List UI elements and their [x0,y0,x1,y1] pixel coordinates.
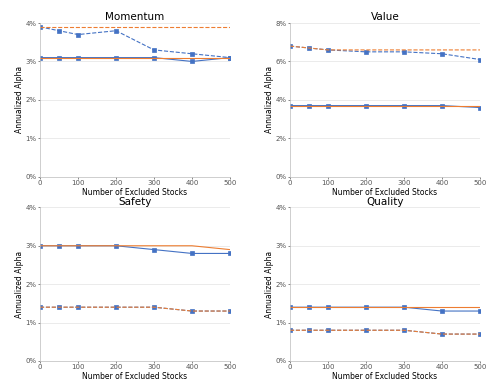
X-axis label: Number of Excluded Stocks: Number of Excluded Stocks [82,372,188,381]
Legend: Diversification Preserving, CAPM Alpha, Diversification Preserving, Multi-factor: Diversification Preserving, CAPM Alpha, … [306,223,464,249]
Title: Value: Value [370,12,400,22]
X-axis label: Number of Excluded Stocks: Number of Excluded Stocks [332,187,438,197]
Title: Momentum: Momentum [106,12,164,22]
Title: Safety: Safety [118,197,152,207]
X-axis label: Number of Excluded Stocks: Number of Excluded Stocks [332,372,438,381]
Y-axis label: Annualized Alpha: Annualized Alpha [15,66,24,133]
Legend: Diversification Preserving, CAPM Alpha, Diversification Preserving, Multi-factor: Diversification Preserving, CAPM Alpha, … [56,223,214,249]
Y-axis label: Annualized Alpha: Annualized Alpha [265,66,274,133]
Y-axis label: Annualized Alpha: Annualized Alpha [15,251,24,318]
X-axis label: Number of Excluded Stocks: Number of Excluded Stocks [82,187,188,197]
Y-axis label: Annualized Alpha: Annualized Alpha [265,251,274,318]
Title: Quality: Quality [366,197,404,207]
